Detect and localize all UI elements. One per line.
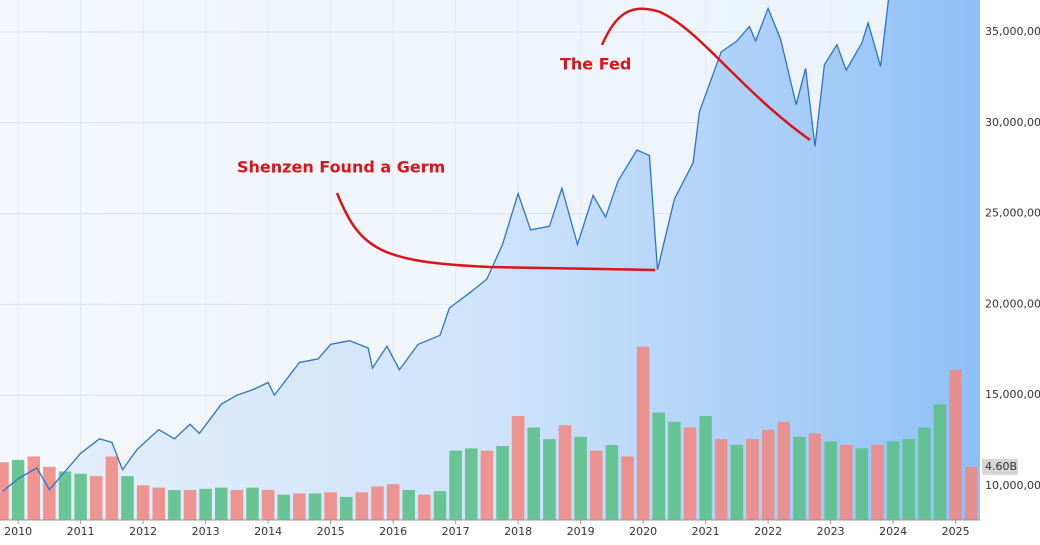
volume-bar xyxy=(886,441,900,520)
volume-bar xyxy=(855,448,869,520)
x-tick-label: 2010 xyxy=(4,525,32,538)
volume-bar xyxy=(761,429,775,520)
volume-bar xyxy=(168,489,181,520)
y-tick-label: 25,000,00 xyxy=(985,207,1040,220)
volume-bar xyxy=(965,466,978,520)
volume-bar xyxy=(621,456,634,520)
x-tick-label: 2012 xyxy=(129,525,157,538)
volume-bar xyxy=(715,439,728,520)
annotation: The Fed xyxy=(560,55,631,74)
volume-bar xyxy=(386,484,400,520)
volume-bar xyxy=(121,476,134,520)
area xyxy=(2,0,980,520)
volume-bar xyxy=(402,489,415,520)
volume-bar xyxy=(668,421,681,520)
area-layer xyxy=(2,0,980,520)
axes: 10,000,00 15,000,00 20,000,00 25,000,00 30,0… xyxy=(4,25,1040,538)
volume-bar xyxy=(511,416,525,520)
volume-bar xyxy=(105,456,119,520)
line-layer xyxy=(2,0,890,493)
volume-bar xyxy=(746,439,759,520)
volume-bar xyxy=(590,450,603,520)
volume-bar xyxy=(74,473,87,520)
volume-bar xyxy=(699,416,712,520)
y-tick-label: 15,000,00 xyxy=(985,388,1040,401)
volume-bar xyxy=(480,450,494,520)
volume-bar xyxy=(152,487,165,520)
x-tick-label: 2013 xyxy=(192,525,220,538)
volume-bar xyxy=(636,346,650,520)
volume-bar xyxy=(43,466,56,520)
x-tick-label: 2017 xyxy=(442,525,470,538)
volume-bar xyxy=(355,492,369,520)
value-label: 4.60B xyxy=(985,460,1017,473)
volume-bar xyxy=(824,441,837,520)
volume-bar xyxy=(261,489,275,520)
volume-bar xyxy=(11,459,25,520)
volume-bar xyxy=(840,444,853,520)
volume-bar xyxy=(27,456,40,520)
annotation: Shenzen Found a Germ xyxy=(237,158,445,177)
volume-bar xyxy=(215,487,228,520)
volume-bar xyxy=(777,421,790,520)
x-tick-label: 2025 xyxy=(942,525,970,538)
x-tick-label: 2021 xyxy=(692,525,720,538)
x-tick-label: 2015 xyxy=(317,525,345,538)
volume-bar xyxy=(543,439,556,520)
y-tick-label: 35,000,00 xyxy=(985,25,1040,38)
volume-bar xyxy=(418,494,431,520)
x-tick-label: 2019 xyxy=(567,525,595,538)
volume-bar xyxy=(449,450,462,520)
volume-bar xyxy=(465,448,478,520)
y-tick-label: 30,000,00 xyxy=(985,116,1040,129)
volume-bar xyxy=(324,492,337,520)
volume-bar xyxy=(730,444,744,520)
volume-bar xyxy=(0,462,9,520)
volume-bar xyxy=(605,444,619,520)
x-tick-label: 2014 xyxy=(254,525,282,538)
volume-bar xyxy=(183,489,197,520)
volume-bar xyxy=(90,476,103,520)
volume-bar xyxy=(371,486,384,520)
volume-bar xyxy=(871,444,884,520)
volume-bar xyxy=(574,436,587,520)
volume-bar xyxy=(340,496,353,520)
volume-bar xyxy=(58,471,72,520)
volume-bar xyxy=(793,436,806,520)
volume-bar xyxy=(433,491,447,520)
volume-bar xyxy=(308,493,322,520)
y-tick-label: 10,000,00 xyxy=(985,479,1040,492)
volume-bar xyxy=(277,494,290,520)
value-label-box xyxy=(982,458,1018,475)
volume-bar xyxy=(136,485,150,520)
x-tick-label: 2018 xyxy=(504,525,532,538)
volume-bar xyxy=(558,425,572,520)
volume-bar xyxy=(246,487,259,520)
line xyxy=(2,0,890,493)
x-tick-label: 2024 xyxy=(879,525,907,538)
volume-bar xyxy=(683,427,697,520)
x-tick-label: 2020 xyxy=(629,525,657,538)
y-tick-label: 20,000,00 xyxy=(985,297,1040,310)
volume-bar xyxy=(199,488,212,520)
x-tick-label: 2023 xyxy=(817,525,845,538)
x-tick-label: 2011 xyxy=(67,525,95,538)
volume-bar xyxy=(230,489,244,520)
volume-bar xyxy=(293,493,306,520)
volume-bar xyxy=(527,427,540,520)
volume-layer xyxy=(0,346,978,520)
volume-bar xyxy=(933,404,947,520)
x-tick-label: 2022 xyxy=(754,525,782,538)
volume-bar xyxy=(496,446,509,520)
volume-bar xyxy=(808,433,822,520)
volume-bar xyxy=(902,439,915,520)
annotation-curve xyxy=(335,192,656,272)
x-tick-label: 2016 xyxy=(379,525,407,538)
volume-bar xyxy=(918,427,931,520)
annotation-curve xyxy=(600,7,811,142)
volume-bar xyxy=(652,412,665,520)
volume-bar xyxy=(949,369,962,520)
